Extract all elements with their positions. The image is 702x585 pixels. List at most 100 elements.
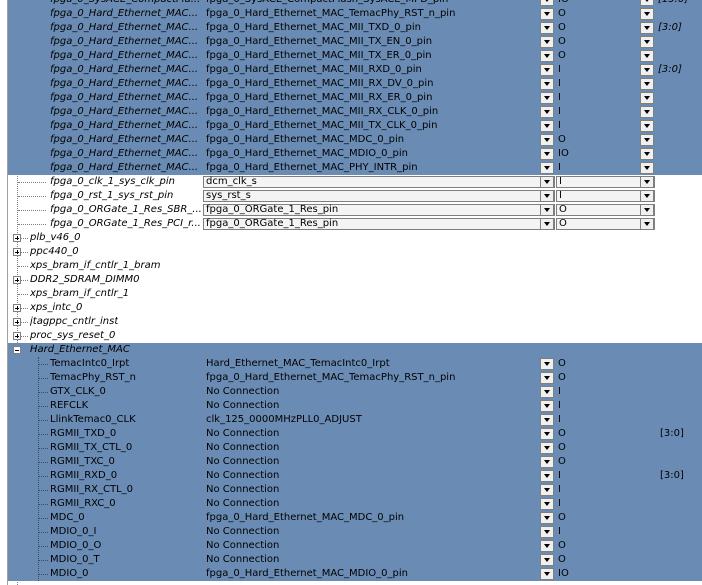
port-row[interactable]: TemacPhy_RST_n fpga_0_Hard_Ethernet_MAC_T… xyxy=(8,371,702,385)
port-row[interactable]: REFCLK No Connection I xyxy=(8,399,702,413)
dropdown-arrow[interactable] xyxy=(640,176,654,188)
dropdown-arrow[interactable] xyxy=(540,190,554,202)
expand-button[interactable] xyxy=(13,332,21,340)
port-row[interactable]: GTX_CLK_0 No Connection I xyxy=(8,385,702,399)
port-row[interactable]: fpga_0_Hard_Ethernet_MAC... fpga_0_Hard_E… xyxy=(8,119,702,133)
direction-field[interactable] xyxy=(556,204,655,216)
port-row[interactable]: fpga_0_Hard_Ethernet_MAC... fpga_0_Hard_E… xyxy=(8,133,702,147)
dropdown-arrow[interactable] xyxy=(640,0,654,6)
expand-button[interactable] xyxy=(13,234,21,242)
dropdown-arrow[interactable] xyxy=(540,526,554,538)
expand-button[interactable] xyxy=(13,304,21,312)
instance-row[interactable]: xps_bram_if_cntlr_1_bram xyxy=(0,259,702,273)
port-row[interactable]: TemacIntc0_Irpt Hard_Ethernet_MAC_TemacIn… xyxy=(8,357,702,371)
net-field[interactable] xyxy=(203,218,555,230)
dropdown-arrow[interactable] xyxy=(540,78,554,90)
dropdown-arrow[interactable] xyxy=(540,414,554,426)
dropdown-arrow[interactable] xyxy=(640,92,654,104)
net-field[interactable] xyxy=(203,204,555,216)
dropdown-arrow[interactable] xyxy=(540,428,554,440)
instance-row[interactable]: plb_v46_0 xyxy=(0,231,702,245)
dropdown-arrow[interactable] xyxy=(540,456,554,468)
instance-row[interactable]: proc_sys_reset_0 xyxy=(0,329,702,343)
port-row[interactable]: fpga_0_ORGate_1_Res_PCI_r... fpga_0_ORGat… xyxy=(0,217,702,231)
port-row[interactable]: RGMII_RXD_0 No Connection I [3:0] xyxy=(8,469,702,483)
dropdown-arrow[interactable] xyxy=(640,8,654,20)
dropdown-arrow[interactable] xyxy=(540,218,554,230)
dropdown-arrow[interactable] xyxy=(540,358,554,370)
dropdown-arrow[interactable] xyxy=(640,36,654,48)
port-row[interactable]: MDC_0 fpga_0_Hard_Ethernet_MAC_MDC_0_pin O xyxy=(8,511,702,525)
port-row[interactable]: fpga_0_Hard_Ethernet_MAC... fpga_0_Hard_E… xyxy=(8,161,702,175)
dropdown-arrow[interactable] xyxy=(640,162,654,174)
port-row[interactable]: fpga_0_Hard_Ethernet_MAC... fpga_0_Hard_E… xyxy=(8,35,702,49)
dropdown-arrow[interactable] xyxy=(540,442,554,454)
port-row[interactable]: fpga_0_Hard_Ethernet_MAC... fpga_0_Hard_E… xyxy=(8,49,702,63)
dropdown-arrow[interactable] xyxy=(540,484,554,496)
dropdown-arrow[interactable] xyxy=(640,106,654,118)
dropdown-arrow[interactable] xyxy=(540,120,554,132)
dropdown-arrow[interactable] xyxy=(540,50,554,62)
instance-row[interactable]: DDR2_SDRAM_DIMM0 xyxy=(0,273,702,287)
dropdown-arrow[interactable] xyxy=(640,190,654,202)
net-field[interactable] xyxy=(203,176,555,188)
dropdown-arrow[interactable] xyxy=(540,22,554,34)
dropdown-arrow[interactable] xyxy=(540,0,554,6)
instance-row[interactable]: jtagppc_cntlr_inst xyxy=(0,315,702,329)
dropdown-arrow[interactable] xyxy=(540,512,554,524)
port-row[interactable]: fpga_0_SysACE_CompactFla... fpga_0_SysACE… xyxy=(8,0,702,7)
dropdown-arrow[interactable] xyxy=(540,540,554,552)
dropdown-arrow[interactable] xyxy=(640,64,654,76)
port-row[interactable]: MDIO_0_I No Connection I xyxy=(8,525,702,539)
dropdown-arrow[interactable] xyxy=(540,36,554,48)
expand-button[interactable] xyxy=(13,276,21,284)
expand-button[interactable] xyxy=(13,318,21,326)
dropdown-arrow[interactable] xyxy=(640,148,654,160)
dropdown-arrow[interactable] xyxy=(640,204,654,216)
port-row[interactable]: MDIO_0 fpga_0_Hard_Ethernet_MAC_MDIO_0_pi… xyxy=(8,567,702,581)
instance-row[interactable]: xps_intc_0 xyxy=(0,301,702,315)
dropdown-arrow[interactable] xyxy=(540,204,554,216)
dropdown-arrow[interactable] xyxy=(540,470,554,482)
dropdown-arrow[interactable] xyxy=(640,50,654,62)
port-row[interactable]: fpga_0_Hard_Ethernet_MAC... fpga_0_Hard_E… xyxy=(8,105,702,119)
dropdown-arrow[interactable] xyxy=(540,8,554,20)
port-row[interactable]: fpga_0_rst_1_sys_rst_pin sys_rst_s I xyxy=(0,189,702,203)
direction-field[interactable] xyxy=(556,190,655,202)
instance-row[interactable]: ppc440_0 xyxy=(0,245,702,259)
dropdown-arrow[interactable] xyxy=(540,162,554,174)
dropdown-arrow[interactable] xyxy=(640,78,654,90)
dropdown-arrow[interactable] xyxy=(640,120,654,132)
expand-button[interactable] xyxy=(13,248,21,256)
port-row[interactable]: fpga_0_Hard_Ethernet_MAC... fpga_0_Hard_E… xyxy=(8,7,702,21)
dropdown-arrow[interactable] xyxy=(640,22,654,34)
dropdown-arrow[interactable] xyxy=(540,498,554,510)
port-row[interactable]: fpga_0_Hard_Ethernet_MAC... fpga_0_Hard_E… xyxy=(8,91,702,105)
port-row[interactable]: MDIO_0_T No Connection O xyxy=(8,553,702,567)
port-row[interactable]: LlinkTemac0_CLK clk_125_0000MHzPLL0_ADJUS… xyxy=(8,413,702,427)
net-field[interactable] xyxy=(203,190,555,202)
instance-row[interactable]: xps_bram_if_cntlr_1 xyxy=(0,287,702,301)
collapse-button[interactable] xyxy=(13,346,21,354)
instance-row[interactable]: Hard_Ethernet_MAC xyxy=(8,343,702,357)
port-row[interactable]: RGMII_RXC_0 No Connection I xyxy=(8,497,702,511)
port-row[interactable]: MDIO_0_O No Connection O xyxy=(8,539,702,553)
dropdown-arrow[interactable] xyxy=(640,218,654,230)
port-row[interactable]: RGMII_TXC_0 No Connection O xyxy=(8,455,702,469)
dropdown-arrow[interactable] xyxy=(540,400,554,412)
dropdown-arrow[interactable] xyxy=(540,148,554,160)
dropdown-arrow[interactable] xyxy=(540,386,554,398)
dropdown-arrow[interactable] xyxy=(540,64,554,76)
port-row[interactable]: RGMII_TXD_0 No Connection O [3:0] xyxy=(8,427,702,441)
direction-field[interactable] xyxy=(556,176,655,188)
dropdown-arrow[interactable] xyxy=(540,568,554,580)
port-row[interactable]: fpga_0_Hard_Ethernet_MAC... fpga_0_Hard_E… xyxy=(8,21,702,35)
port-row[interactable]: RGMII_RX_CTL_0 No Connection I xyxy=(8,483,702,497)
port-row[interactable]: RGMII_TX_CTL_0 No Connection O xyxy=(8,441,702,455)
port-row[interactable]: fpga_0_Hard_Ethernet_MAC... fpga_0_Hard_E… xyxy=(8,147,702,161)
dropdown-arrow[interactable] xyxy=(540,92,554,104)
port-row[interactable]: fpga_0_Hard_Ethernet_MAC... fpga_0_Hard_E… xyxy=(8,63,702,77)
dropdown-arrow[interactable] xyxy=(640,134,654,146)
dropdown-arrow[interactable] xyxy=(540,106,554,118)
dropdown-arrow[interactable] xyxy=(540,554,554,566)
